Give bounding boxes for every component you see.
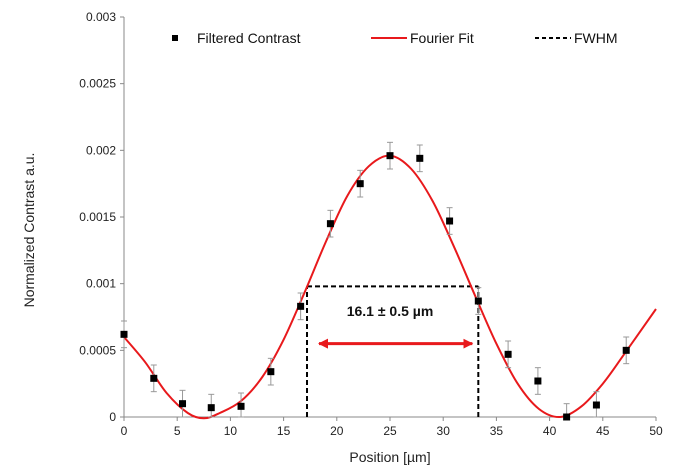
filtered-contrast-series [120,141,630,421]
data-point [237,402,245,410]
data-point [297,302,305,310]
data-point [356,180,364,188]
data-point [504,350,512,358]
y-tick-labels: 0 0.0005 0.001 0.0015 0.002 0.0025 0.003 [79,10,124,424]
x-tick-label: 50 [649,424,663,438]
legend: Filtered Contrast Fourier Fit FWHM [172,30,618,46]
data-point [386,152,394,160]
data-point [474,297,482,305]
x-tick-label: 10 [224,424,238,438]
x-tick-labels: 0 5 10 15 20 25 30 35 40 45 50 [121,417,663,438]
x-tick-label: 20 [330,424,344,438]
legend-marker-points [172,35,178,41]
y-tick-label: 0.0015 [79,210,116,224]
data-point [326,220,334,228]
y-tick-label: 0.001 [86,277,116,291]
legend-label-fwhm: FWHM [574,30,618,46]
x-tick-label: 35 [490,424,504,438]
axes [123,17,656,418]
y-tick-label: 0.0005 [79,343,116,357]
legend-label-fit: Fourier Fit [410,30,474,46]
data-point [207,404,215,412]
data-point [267,368,275,376]
data-point [622,346,630,354]
x-tick-label: 40 [543,424,557,438]
y-tick-label: 0.003 [86,10,116,24]
y-axis-title: Normalized Contrast a.u. [21,153,37,308]
x-tick-label: 45 [596,424,610,438]
y-tick-label: 0.002 [86,143,116,157]
legend-label-points: Filtered Contrast [197,30,301,46]
data-point [416,154,424,162]
data-point [120,330,128,338]
data-point [179,400,187,408]
fourier-fit-series [123,154,657,420]
y-tick-label: 0 [109,410,116,424]
data-point [150,374,158,382]
x-tick-label: 25 [383,424,397,438]
data-point [592,401,600,409]
data-point [446,217,454,225]
fourier-fit-line [123,154,657,420]
fwhm-annotation: 16.1 ± 0.5 µm [347,303,434,319]
x-tick-label: 0 [121,424,128,438]
x-tick-label: 5 [174,424,181,438]
x-tick-label: 15 [277,424,291,438]
y-tick-label: 0.0025 [79,77,116,91]
data-point [563,413,571,421]
x-tick-label: 30 [437,424,451,438]
x-axis-title: Position [µm] [349,449,430,465]
data-point [534,377,542,385]
